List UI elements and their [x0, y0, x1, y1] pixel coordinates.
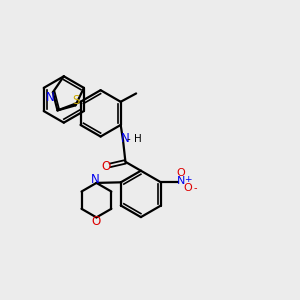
Text: - H: - H [127, 134, 142, 144]
Text: -: - [194, 183, 197, 193]
Text: N: N [176, 176, 185, 185]
Text: O: O [101, 160, 110, 173]
Text: O: O [176, 168, 185, 178]
Text: O: O [91, 215, 100, 228]
Text: +: + [184, 175, 191, 184]
Text: S: S [72, 94, 80, 107]
Text: O: O [183, 183, 192, 193]
Text: N: N [91, 173, 100, 186]
Text: N: N [121, 132, 130, 145]
Text: N: N [46, 91, 54, 104]
